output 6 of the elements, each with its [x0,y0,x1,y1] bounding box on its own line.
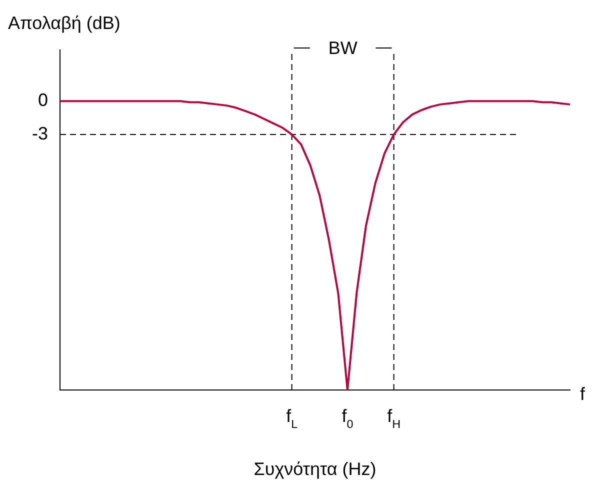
annotation: BW [328,38,358,58]
x-axis-title: Συχνότητα (Hz) [254,459,376,479]
y-tick-label: -3 [32,123,48,144]
y-axis-title: Απολαβή (dB) [8,13,120,33]
text: f [580,384,586,404]
y-tick-label: 0 [38,90,48,110]
